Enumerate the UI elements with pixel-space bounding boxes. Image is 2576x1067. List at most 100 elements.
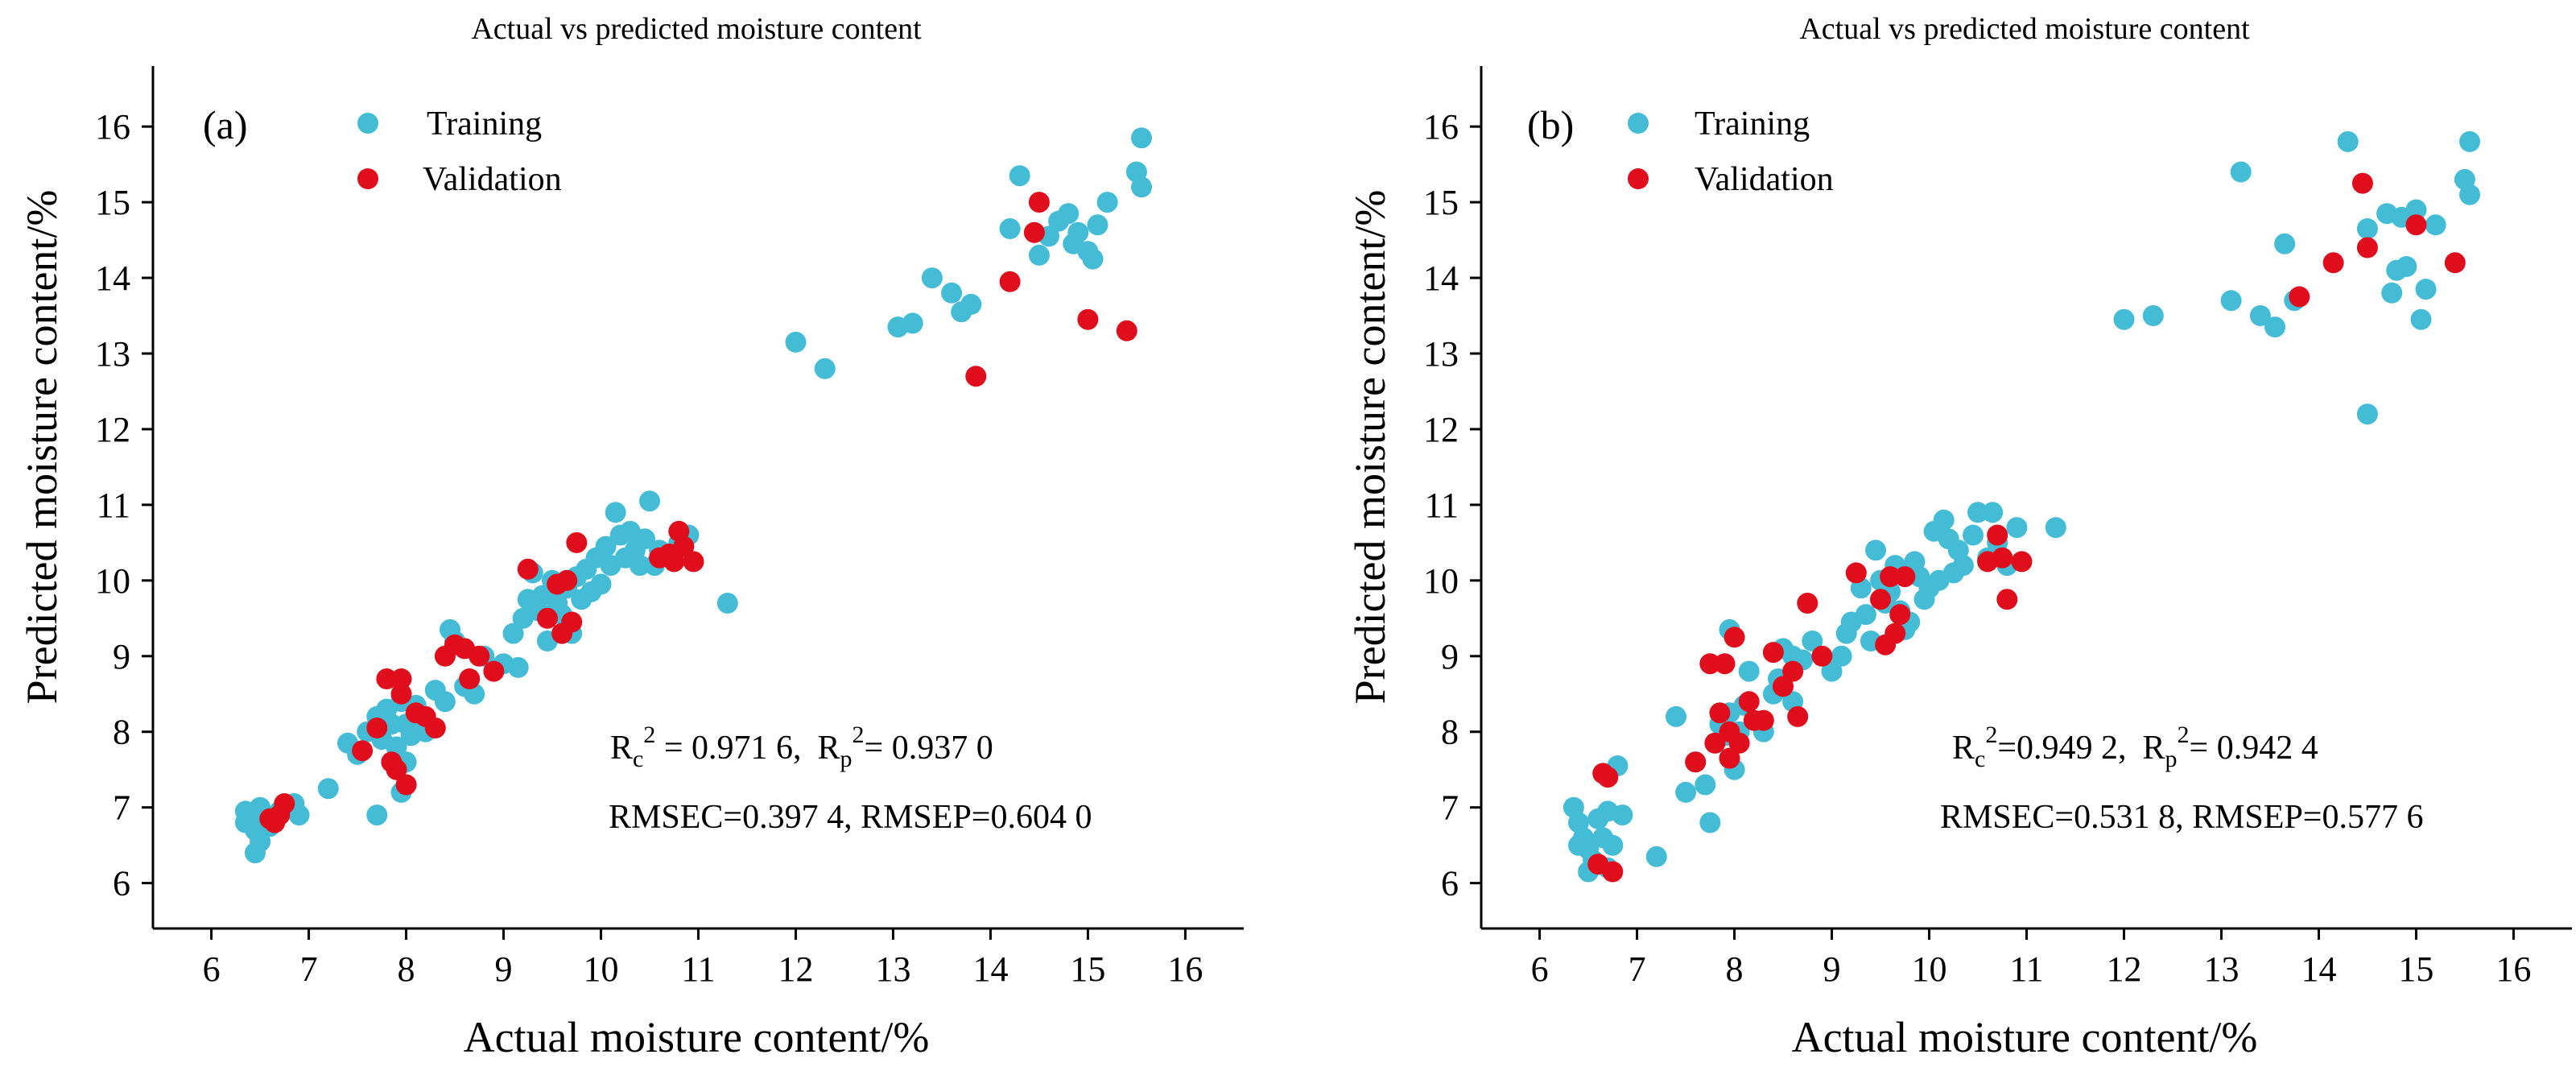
training-point xyxy=(1738,660,1760,682)
validation-point xyxy=(1728,732,1750,754)
x-tick-label-a: 11 xyxy=(681,949,715,989)
training-point xyxy=(1131,176,1152,198)
training-point xyxy=(2142,305,2164,326)
validation-point xyxy=(1773,676,1794,697)
training-point xyxy=(2410,308,2432,330)
validation-point xyxy=(1116,320,1137,341)
validation-point xyxy=(2405,214,2427,236)
validation-point xyxy=(1597,767,1619,788)
y-tick-label-b: 6 xyxy=(1441,864,1459,904)
validation-point xyxy=(1782,660,1804,682)
training-point xyxy=(1967,502,1988,523)
validation-point xyxy=(483,660,505,682)
training-point xyxy=(1699,812,1721,833)
rc-label-a: R xyxy=(610,730,633,767)
training-point xyxy=(2459,130,2480,152)
validation-point xyxy=(469,645,490,667)
x-tick-label-b: 13 xyxy=(2203,949,2239,989)
rp-value-b: = 0.942 4 xyxy=(2190,730,2318,767)
x-tick-label-b: 9 xyxy=(1823,949,1841,989)
x-tick-label-a: 8 xyxy=(398,949,415,989)
training-point xyxy=(785,331,807,353)
training-point xyxy=(234,812,256,833)
legend-label-validation-a: Validation xyxy=(423,161,562,198)
training-point xyxy=(317,778,339,800)
validation-point xyxy=(366,718,388,738)
series-validation-a xyxy=(259,192,1137,833)
validation-point xyxy=(259,808,281,829)
rp-label-a: R xyxy=(818,730,840,767)
stats-a: Rc2 = 0.971 6, Rp2= 0.937 0 RMSEC=0.397 4… xyxy=(609,722,1092,836)
training-point xyxy=(1802,631,1823,651)
x-tick-label-b: 16 xyxy=(2496,949,2531,989)
x-tick-label-a: 16 xyxy=(1167,949,1203,989)
validation-point xyxy=(1787,705,1809,727)
training-point xyxy=(1568,834,1589,856)
training-point xyxy=(1602,834,1624,856)
y-tick-label-a: 13 xyxy=(95,334,130,374)
validation-point xyxy=(1752,709,1774,731)
y-tick-label-a: 12 xyxy=(95,410,130,449)
x-axis-label-b: Actual moisture content/% xyxy=(1792,1013,2258,1061)
rp-label-b: R xyxy=(2143,730,2165,767)
validation-point xyxy=(1724,627,1745,648)
validation-point xyxy=(999,271,1021,292)
validation-point xyxy=(1023,221,1045,243)
validation-point xyxy=(2351,172,2373,194)
x-tick-label-a: 6 xyxy=(203,949,221,989)
training-point xyxy=(2415,279,2437,300)
validation-point xyxy=(1797,593,1818,614)
training-point xyxy=(605,502,626,523)
training-point xyxy=(507,656,529,678)
training-point xyxy=(595,536,617,557)
x-tick-label-a: 12 xyxy=(778,949,813,989)
training-point xyxy=(245,842,266,864)
validation-point xyxy=(1845,562,1867,584)
legend-label-training-a: Training xyxy=(427,105,542,143)
training-point xyxy=(2396,256,2417,277)
validation-point xyxy=(2444,252,2466,274)
x-tick-label-a: 14 xyxy=(972,949,1008,989)
validation-point xyxy=(1987,524,2008,546)
y-tick-label-b: 11 xyxy=(1425,486,1459,525)
panel-label-b: (b) xyxy=(1527,102,1574,147)
training-point xyxy=(960,293,982,315)
x-tick-label-b: 15 xyxy=(2398,949,2434,989)
legend-a: Training Validation xyxy=(357,105,562,198)
legend-marker-validation-a xyxy=(357,168,378,189)
rc-label-b: R xyxy=(1952,730,1975,767)
validation-point xyxy=(1870,589,1891,610)
training-point xyxy=(2230,161,2252,183)
legend-label-training-b: Training xyxy=(1695,105,1810,143)
training-point xyxy=(1067,221,1089,243)
y-tick-label-b: 12 xyxy=(1423,410,1459,449)
axes-b xyxy=(1470,66,2572,940)
stat-rmse-line-a: RMSEC=0.397 4, RMSEP=0.604 0 xyxy=(609,799,1092,836)
training-point xyxy=(639,490,660,512)
y-tick-label-b: 10 xyxy=(1423,561,1459,601)
training-point xyxy=(1058,203,1080,225)
x-tick-label-a: 10 xyxy=(584,949,619,989)
y-tick-label-a: 15 xyxy=(95,183,130,222)
panel-a: Actual vs predicted moisture content Pre… xyxy=(18,12,1244,1061)
rp-sup-a: 2 xyxy=(852,722,865,748)
validation-point xyxy=(537,607,558,629)
training-point xyxy=(629,555,650,577)
rc-value-a: = 0.971 6, xyxy=(655,730,801,767)
training-point xyxy=(2381,282,2403,304)
validation-point xyxy=(561,611,583,633)
y-tick-label-a: 7 xyxy=(113,788,130,828)
y-tick-label-a: 6 xyxy=(113,864,130,904)
validation-point xyxy=(1714,653,1736,675)
legend-marker-training-a xyxy=(357,113,378,134)
rp-sup-b: 2 xyxy=(2178,722,2190,748)
rp-sub-b: p xyxy=(2165,746,2178,772)
validation-point xyxy=(517,558,539,580)
training-point xyxy=(921,267,943,289)
chart-title-b: Actual vs predicted moisture content xyxy=(1799,12,2250,46)
x-axis-label-a: Actual moisture content/% xyxy=(464,1013,930,1061)
training-point xyxy=(590,573,612,595)
rc-sup-b: 2 xyxy=(1985,722,1997,748)
training-point xyxy=(1963,524,1984,546)
